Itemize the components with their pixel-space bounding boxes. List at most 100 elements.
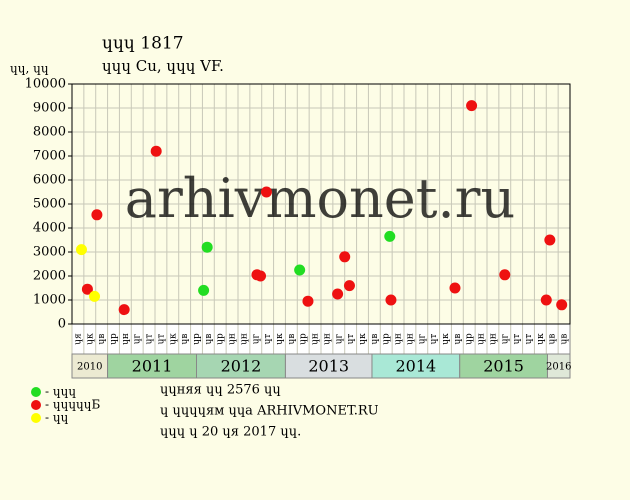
x-tick-label: ɥр	[192, 333, 202, 345]
data-point	[499, 269, 511, 281]
data-point	[89, 290, 101, 302]
legend-marker	[31, 400, 41, 410]
data-point	[384, 230, 396, 242]
x-tick-label: ɥк	[168, 333, 178, 345]
year-band	[196, 353, 286, 379]
data-point	[260, 186, 272, 198]
data-point	[118, 304, 130, 316]
year-label: 2015	[483, 357, 524, 376]
data-point	[255, 270, 267, 282]
x-tick-label: ɥн	[121, 333, 131, 345]
x-tick-label: ɥв	[97, 334, 107, 345]
data-point	[302, 295, 314, 307]
x-tick-label: ɥк	[85, 333, 95, 345]
data-point	[81, 283, 93, 295]
x-tick-label: ɥн	[239, 333, 249, 345]
y-tick-label: 4000	[33, 221, 66, 236]
x-tick-label: ɥр	[216, 333, 226, 345]
x-tick-label: ɥн	[322, 333, 332, 345]
note: ɥ ɥɥɥɥям ɥɥа ARHIVMONET.RU	[160, 404, 379, 419]
data-point	[332, 288, 344, 300]
x-tick-label: ɥр	[382, 333, 392, 345]
year-band	[71, 353, 109, 379]
data-point	[544, 234, 556, 246]
y-tick-label: 6000	[33, 173, 66, 188]
x-tick-label: ɥв	[453, 334, 463, 345]
y-tick-label: 1000	[33, 293, 66, 308]
y-axis-label: ɥɥ, ɥɥ	[10, 62, 49, 76]
x-tick-label: ɥт	[524, 334, 534, 345]
x-tick-label: ɥт	[429, 334, 439, 345]
y-tick-label: 2000	[33, 269, 66, 284]
x-tick-label: ɥк	[441, 333, 451, 345]
data-point	[466, 100, 478, 112]
note: ɥɥняя ɥɥ 2576 ɥɥ	[160, 383, 281, 398]
data-point	[75, 244, 87, 256]
x-tick-label: ɥр	[299, 333, 309, 345]
x-tick-label: ɥк	[275, 333, 285, 345]
x-tick-label: ɥг	[417, 333, 427, 344]
y-tick-label: 7000	[33, 149, 66, 164]
year-band	[107, 353, 197, 379]
x-tick-label: ɥк	[536, 333, 546, 345]
year-label: 2012	[221, 357, 262, 376]
x-tick-label: ɥн	[477, 333, 487, 345]
data-point	[150, 145, 162, 157]
chart-title: ɥɥɥ 1817	[102, 34, 184, 54]
data-point	[294, 264, 306, 276]
data-point	[540, 294, 552, 306]
x-tick-label: ɥк	[358, 333, 368, 345]
x-tick-label: ɥн	[405, 333, 415, 345]
x-tick-label: ɥр	[465, 333, 475, 345]
y-tick-label: 8000	[33, 125, 66, 140]
data-point	[91, 209, 103, 221]
chart-subtitle: ɥɥɥ Cu, ɥɥɥ VF.	[102, 57, 224, 75]
x-tick-label: ɥт	[263, 334, 273, 345]
note: ɥɥɥ ɥ 20 ɥя 2017 ɥɥ.	[160, 425, 301, 440]
legend-label: - ɥɥɥ	[45, 385, 76, 399]
x-tick-label: ɥт	[156, 334, 166, 345]
x-tick-label: ɥт	[145, 334, 155, 345]
x-tick-label: ɥт	[512, 334, 522, 345]
x-tick-label: ɥт	[346, 334, 356, 345]
year-band	[284, 353, 373, 379]
legend-marker	[31, 413, 41, 423]
data-point	[198, 284, 210, 296]
x-tick-label: ɥг	[133, 333, 143, 344]
data-point	[385, 294, 397, 306]
year-band	[546, 353, 571, 379]
data-point	[201, 241, 213, 253]
data-point	[449, 282, 461, 294]
x-tick-label: ɥв	[287, 334, 297, 345]
year-label: 2011	[132, 357, 173, 376]
x-tick-label: ɥг	[251, 333, 261, 344]
x-tick-label: ɥв	[204, 334, 214, 345]
y-tick-label: 0	[58, 317, 66, 332]
y-tick-label: 3000	[33, 245, 66, 260]
x-tick-label: ɥв	[560, 334, 570, 345]
x-tick-label: ɥв	[370, 334, 380, 345]
x-tick-label: ɥн	[311, 333, 321, 345]
year-label: 2014	[395, 357, 436, 376]
x-tick-label: ɥг	[500, 333, 510, 344]
x-tick-label: ɥв	[180, 334, 190, 345]
x-tick-label: ɥг	[334, 333, 344, 344]
data-point	[556, 299, 568, 311]
plot-frame	[71, 83, 571, 325]
x-tick-label: ɥя	[73, 333, 83, 345]
y-tick-label: 9000	[33, 101, 66, 116]
year-band	[371, 353, 461, 379]
legend-label: - ɥɥɥɥɥБ	[45, 398, 101, 412]
x-tick-label: ɥв	[548, 334, 558, 345]
year-label: 2010	[77, 362, 102, 373]
x-tick-label: ɥн	[394, 333, 404, 345]
data-point	[339, 251, 351, 263]
x-tick-label: ɥн	[488, 333, 498, 345]
x-tick-label: ɥр	[109, 333, 119, 345]
x-tick-label: ɥн	[228, 333, 238, 345]
data-point	[343, 280, 355, 292]
legend-label: - ɥɥ	[45, 411, 69, 425]
y-tick-label: 10000	[25, 77, 66, 92]
